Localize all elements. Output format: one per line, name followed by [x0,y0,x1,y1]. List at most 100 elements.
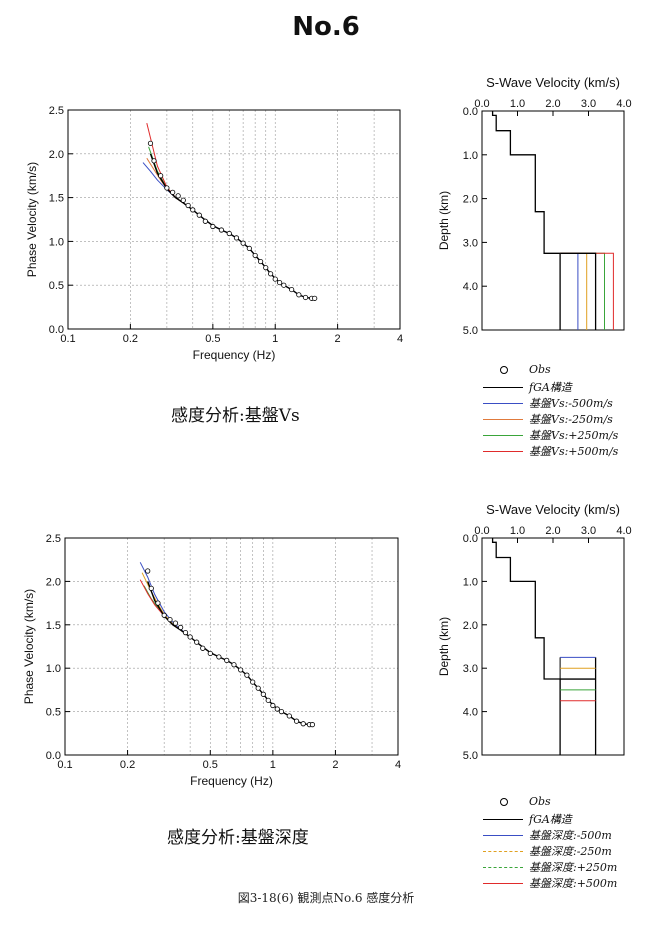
legend-swatch [483,819,523,820]
obs-point [286,713,292,719]
legend-label: 基盤Vs:-250m/s [529,413,613,426]
profile-line [491,111,561,330]
obs-point [226,230,232,237]
x-tick-label: 0.2 [120,759,135,771]
x-axis-label: Frequency (Hz) [193,348,276,362]
obs-point [202,218,208,224]
basement-variant-line [560,252,597,330]
obs-point [274,706,280,712]
obs-point [277,279,283,286]
x-tick-label: 4 [395,759,401,771]
legend-label: 基盤深度:-500m [529,829,612,842]
obs-point [281,282,287,288]
x-tick-label: 3.0 [581,98,596,110]
profile-title: S-Wave Velocity (km/s) [486,75,620,90]
obs-point [148,585,154,591]
obs-point [244,672,250,678]
x-tick-label: 4.0 [616,525,631,537]
y-tick-label: 3.0 [463,663,478,675]
x-tick-label: 1.0 [510,98,525,110]
y-tick-label: 0.5 [49,280,64,292]
obs-point [278,708,285,715]
x-tick-label: 0.2 [123,333,138,345]
y-tick-label: 2.0 [49,149,64,161]
legend-label: 基盤Vs:+250m/s [529,429,619,442]
velocity-profile-3 [481,537,625,756]
plot-frame [481,537,625,756]
obs-point [187,634,193,640]
x-tick-label: 0.0 [474,525,489,537]
obs-point [233,235,240,241]
obs-point [302,294,309,301]
obs-point [309,722,316,728]
y-axis-label: Depth (km) [437,191,451,250]
obs-point [250,679,256,685]
page-title: No.6 [292,12,360,42]
x-tick-label: 0.5 [205,333,220,345]
legend-label: 基盤深度:-250m [529,845,612,858]
legend-swatch [483,883,523,884]
legend-swatch [483,851,523,852]
obs-point [224,657,230,663]
profile-line [491,538,561,755]
obs-point [175,193,181,199]
plot-frame [64,537,399,756]
y-tick-label: 3.0 [463,237,478,249]
y-tick-label: 5.0 [463,750,478,762]
obs-point [289,286,295,293]
x-tick-label: 2.0 [545,525,560,537]
obs-point [296,292,302,298]
obs-point [240,240,246,246]
x-tick-label: 1.0 [510,525,525,537]
y-tick-label: 1.0 [46,663,61,675]
y-tick-label: 0.0 [463,533,478,545]
legend-label: 基盤Vs:+500m/s [529,445,619,458]
x-tick-label: 1 [270,759,276,771]
obs-point [263,265,269,271]
caption-vs: 感度分析:基盤Vs [171,406,300,426]
x-tick-label: 2 [332,759,338,771]
y-tick-label: 1.5 [49,193,64,205]
x-tick-label: 2.0 [545,98,560,110]
y-tick-label: 1.0 [49,236,64,248]
legend-swatch [483,435,523,436]
x-tick-label: 3.0 [581,525,596,537]
obs-point [312,295,318,301]
legend-label: 基盤深度:+250m [529,861,618,874]
y-tick-label: 2.5 [49,105,64,117]
y-axis-label: Depth (km) [437,617,451,676]
legend-label: 基盤Vs:-500m/s [529,397,613,410]
obs-point [300,721,306,727]
obs-point [167,616,173,623]
velocity-profile-1 [481,110,625,331]
plot-frame [481,110,625,331]
series-line [146,157,194,211]
obs-point [147,140,154,146]
obs-point [155,600,161,606]
y-tick-label: 2.0 [46,576,61,588]
x-tick-label: 1 [272,333,278,345]
y-axis-label: Phase Velocity (km/s) [22,589,36,704]
obs-point [207,650,213,657]
legend-label: Obs [529,795,551,808]
y-tick-label: 4.0 [463,707,478,719]
basement-variant-line [560,252,605,330]
y-tick-label: 2.5 [46,533,61,545]
obs-marker-icon [500,798,508,806]
x-tick-label: 0.1 [57,759,72,771]
basement-variant-line [560,252,588,330]
caption-depth: 感度分析:基盤深度 [167,828,309,848]
y-tick-label: 1.5 [46,620,61,632]
figure-caption: 図3-18(6) 観測点No.6 感度分析 [237,891,415,905]
legend-label: fGA構造 [529,381,572,394]
legend-label: 基盤深度:+500m [529,877,618,890]
obs-point [231,662,237,668]
obs-point [200,645,206,651]
y-tick-label: 2.0 [463,194,478,206]
obs-point [258,258,264,265]
obs-point [178,624,184,631]
y-tick-label: 0.0 [49,324,64,336]
obs-point [151,158,157,164]
obs-point [170,189,176,195]
